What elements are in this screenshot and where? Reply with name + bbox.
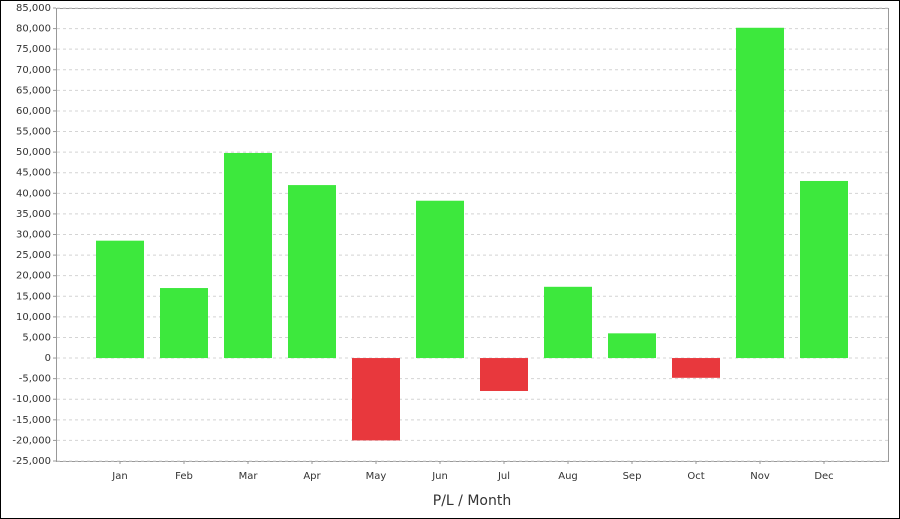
x-tick-label: Apr [303, 471, 321, 482]
x-tick-label: May [366, 471, 387, 482]
y-tick-label: 25,000 [16, 250, 51, 261]
y-tick-label: 65,000 [16, 85, 51, 96]
y-tick-label: 30,000 [16, 230, 51, 241]
bar [160, 288, 208, 359]
y-tick-label: -15,000 [12, 415, 51, 426]
bar [96, 240, 144, 359]
bar [416, 200, 464, 359]
bar [736, 27, 784, 359]
y-tick-label: -10,000 [12, 394, 51, 405]
bar [288, 185, 336, 359]
x-tick-label: Feb [175, 471, 193, 482]
x-tick-label: Jun [431, 471, 448, 482]
y-tick-label: 15,000 [16, 291, 51, 302]
y-tick-label: 20,000 [16, 271, 51, 282]
x-tick-label: Dec [814, 471, 833, 482]
y-tick-label: 10,000 [16, 312, 51, 323]
y-tick-label: 55,000 [16, 127, 51, 138]
y-tick-label: 85,000 [16, 3, 51, 14]
x-axis-label: P/L / Month [433, 493, 511, 509]
bar [352, 358, 400, 441]
x-tick-label: Aug [558, 471, 578, 482]
y-tick-label: -20,000 [12, 435, 51, 446]
x-tick-label: Nov [750, 471, 770, 482]
bar [608, 333, 656, 359]
x-tick-label: Jan [111, 471, 127, 482]
y-tick-label: -5,000 [19, 374, 51, 385]
y-tick-label: 70,000 [16, 65, 51, 76]
y-tick-label: 5,000 [22, 332, 51, 343]
y-tick-label: -25,000 [12, 456, 51, 467]
x-tick-label: Oct [687, 471, 704, 482]
bar [480, 358, 528, 391]
bar [672, 358, 720, 378]
y-tick-label: 75,000 [16, 44, 51, 55]
bar [544, 286, 592, 359]
x-tick-label: Mar [239, 471, 259, 482]
bar [800, 180, 848, 359]
y-tick-label: 45,000 [16, 168, 51, 179]
y-tick-label: 50,000 [16, 147, 51, 158]
y-tick-label: 80,000 [16, 24, 51, 35]
y-tick-label: 60,000 [16, 106, 51, 117]
bar [224, 152, 272, 359]
y-tick-label: 40,000 [16, 188, 51, 199]
y-tick-label: 35,000 [16, 209, 51, 220]
x-tick-label: Jul [497, 471, 510, 482]
x-tick-label: Sep [623, 471, 642, 482]
y-tick-label: 0 [45, 353, 51, 364]
